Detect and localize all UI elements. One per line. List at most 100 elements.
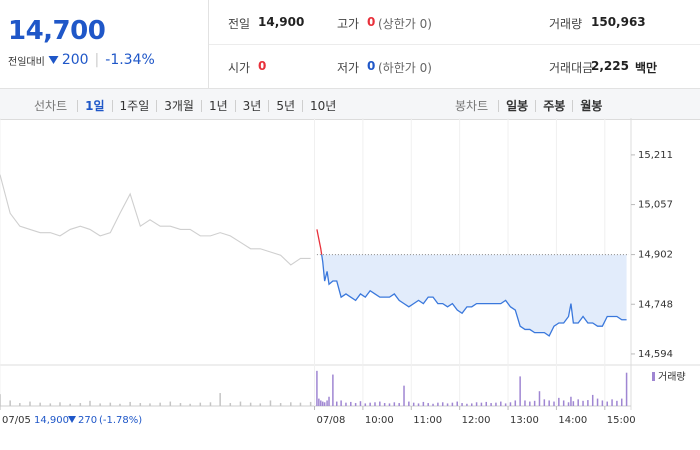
volume-bar [345,402,347,406]
x-tick-label: 12:00 [462,415,491,426]
volume-bar [548,400,550,406]
volume-bar [239,401,242,406]
stat-label: 거래대금 [549,61,594,75]
stat-unit: 백만 [635,61,658,75]
volume-bar [323,402,326,406]
footer-change: 270 [78,415,97,426]
volume-bar [388,403,391,406]
volume-bar [596,398,599,406]
volume-bar [504,403,507,406]
price-line [0,174,311,266]
row-divider [209,44,700,45]
volume-bar [149,403,151,406]
volume-bar [446,403,449,406]
volume-bar [109,402,112,406]
volume-bar [209,402,212,406]
volume-bar [0,394,1,406]
stat-label: 저가 [337,61,360,75]
volume-bar [562,400,565,406]
footer-change-percent: (-1.78%) [99,415,142,426]
volume-bar [159,402,161,406]
down-triangle [48,56,59,64]
volume-bar [374,402,376,406]
period-tab[interactable]: 1일 [77,99,111,112]
volume-bar [587,400,589,406]
y-tick-label: 15,211 [638,150,673,161]
area-fill [316,254,627,336]
volume-bar [441,402,444,406]
footer-price: 14,900 [34,415,69,426]
volume-bar [538,391,541,406]
volume-bar [620,398,623,406]
volume-bar [336,401,338,406]
candle-tab[interactable]: 일봉 [498,99,535,112]
volume-bar [398,403,400,406]
volume-bar [383,403,386,406]
volume-bar [79,403,82,406]
stat-note: (상한가 0) [378,17,432,31]
volume-bar [39,402,41,406]
volume-bar [417,403,420,406]
volume-bar [475,402,478,406]
x-tick-label: 13:00 [510,415,539,426]
period-tab[interactable]: 3년 [234,99,269,112]
volume-bar [332,374,334,406]
volume-bar [169,401,172,406]
y-tick-label: 14,902 [638,250,673,261]
volume-bar [466,403,468,406]
candle-tab[interactable]: 주봉 [535,99,572,112]
volume-bar [269,400,272,406]
period-tab[interactable]: 1년 [200,99,235,112]
volume-bar [606,401,608,406]
volume-bar [553,401,555,406]
current-price: 14,700 [8,16,106,46]
volume-bar [471,403,473,406]
volume-bar [461,403,463,406]
volume-bar [316,370,318,406]
volume-bar [290,402,292,406]
volume-bar [318,398,320,406]
volume-bar [558,397,560,406]
volume-bar [625,372,628,406]
change-percent: -1.34% [105,52,155,68]
volume-bar [320,400,322,406]
volume-bar [49,403,52,406]
volume-bar [199,402,202,406]
volume-bar [119,403,121,406]
volume-bar [9,400,11,406]
volume-bar [326,400,328,406]
volume-bar [480,402,483,406]
volume-bar [89,400,91,406]
footer-info: 14,900 270 (-1.78%) [34,415,142,426]
volume-bar [379,401,381,406]
volume-bar [412,402,415,406]
volume-bar [427,403,429,406]
stat-label: 시가 [228,61,251,75]
volume-bar [350,401,352,406]
x-tick-label: 07/05 [2,415,31,426]
y-tick-label: 14,594 [638,349,673,360]
period-tab[interactable]: 5년 [268,99,302,112]
volume-bar [229,403,232,406]
period-tab[interactable]: 3개월 [156,99,201,112]
volume-bar [514,400,517,406]
period-tab[interactable]: 1주일 [111,99,157,112]
period-tab[interactable]: 10년 [302,99,343,112]
volume-bar [364,403,367,406]
volume-bar [616,400,618,406]
volume-bar [601,400,604,406]
change-row: 전일대비 200 | -1.34% [8,52,155,68]
volume-bar [543,399,546,406]
volume-bar [490,403,492,406]
volume-bar [328,396,330,406]
volume-bar [219,393,221,406]
price-line [321,254,627,337]
separator: | [94,52,100,68]
stat-value: 150,963 [591,15,646,29]
candle-tab[interactable]: 월봉 [572,99,609,112]
volume-bar [354,403,357,406]
down-triangle [68,416,76,423]
change-amount: 200 [61,52,89,68]
volume-bar [29,401,31,406]
volume-bar [495,402,497,406]
